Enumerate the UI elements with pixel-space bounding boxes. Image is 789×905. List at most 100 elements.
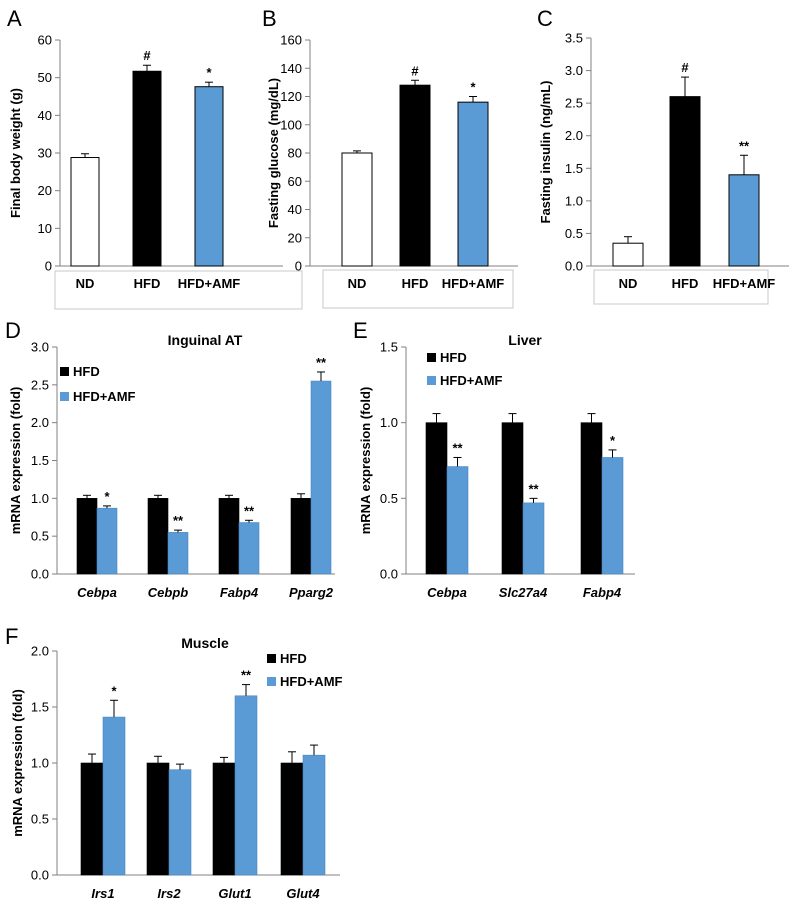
y-tick-label: 1.5 <box>31 700 49 715</box>
category-box <box>54 270 303 310</box>
significance-label: ** <box>241 668 252 683</box>
panel-letter: C <box>537 6 553 31</box>
y-axis-label: mRNA expression (fold) <box>8 387 23 535</box>
bar <box>132 70 162 267</box>
panel-letter: E <box>353 318 368 343</box>
y-tick-label: 1.0 <box>31 756 49 771</box>
panel-a: A 0 10 20 30 40 50 60 Final body weight (g) ND HFD… <box>7 6 303 310</box>
bar <box>146 762 170 876</box>
x-tick-label: Cebpa <box>427 585 467 600</box>
x-tick-label: ND <box>619 276 638 291</box>
panel-e: E Liver 0.0 0.5 1.0 1.5 mRNA expression (fold)… <box>353 318 635 600</box>
significance-label: * <box>111 683 117 698</box>
significance-label: ** <box>173 513 184 528</box>
y-tick-label: 80 <box>288 146 302 161</box>
x-tick-label: ND <box>76 276 95 291</box>
y-tick-label: 1.0 <box>380 415 398 430</box>
y-tick-label: 1.5 <box>565 161 583 176</box>
y-tick-label: 0.5 <box>380 491 398 506</box>
y-tick-label: 100 <box>280 117 302 132</box>
y-axis-label: Fasting glucose (mg/dL) <box>266 78 281 228</box>
y-tick-label: 3.0 <box>565 63 583 78</box>
bar <box>280 762 304 876</box>
significance-label: ** <box>739 138 750 153</box>
y-tick-label: 2.0 <box>565 128 583 143</box>
category-box <box>593 269 769 305</box>
panel-d: D Inguinal AT 0.0 0.5 1.0 1.5 2.0 2.5 3.0 mRNA ex… <box>5 318 335 600</box>
x-tick-label: Glut4 <box>286 886 320 901</box>
x-tick-label: Pparg2 <box>289 585 334 600</box>
significance-label: ** <box>244 503 255 518</box>
panel-f: F Muscle 0.0 0.5 1.0 1.5 2.0 mRNA expression (f… <box>5 624 343 901</box>
y-tick-label: 0 <box>295 259 302 274</box>
bar <box>425 422 448 575</box>
y-tick-label: 3.5 <box>565 31 583 46</box>
y-tick-label: 1.5 <box>380 340 398 355</box>
significance-label: * <box>104 489 110 504</box>
x-tick-label: Glut1 <box>218 886 251 901</box>
x-tick-label: Cebpa <box>77 585 117 600</box>
x-tick-label: HFD+AMF <box>178 276 241 291</box>
bar <box>446 466 469 575</box>
y-tick-label: 2.0 <box>31 415 49 430</box>
y-tick-label: 1.0 <box>31 491 49 506</box>
y-tick-label: 0.0 <box>31 868 49 883</box>
y-tick-label: 0 <box>45 259 52 274</box>
legend-label: HFD <box>440 350 467 365</box>
y-tick-label: 40 <box>38 108 52 123</box>
legend-label: HFD+AMF <box>440 373 503 388</box>
legend-swatch <box>427 376 436 385</box>
y-tick-label: 60 <box>38 33 52 48</box>
x-tick-label: Slc27a4 <box>499 585 548 600</box>
panel-letter: D <box>5 318 21 343</box>
x-tick-label: ND <box>348 276 367 291</box>
significance-label: * <box>470 80 476 95</box>
panel-letter: A <box>7 6 22 31</box>
y-tick-label: 0.0 <box>565 259 583 274</box>
legend-label: HFD+AMF <box>280 674 343 689</box>
bar <box>102 716 126 876</box>
bar <box>194 86 224 267</box>
y-tick-label: 0.5 <box>565 226 583 241</box>
y-tick-label: 2.5 <box>565 96 583 111</box>
y-tick-label: 20 <box>38 183 52 198</box>
bar <box>341 152 373 267</box>
bar <box>522 502 545 575</box>
bar <box>580 422 603 575</box>
panel-c: C 0.0 0.5 1.0 1.5 2.0 2.5 3.0 3.5 Fasting insulin… <box>537 6 789 305</box>
y-tick-label: 0.5 <box>31 529 49 544</box>
bar <box>76 498 98 575</box>
y-axis-label: Final body weight (g) <box>8 88 23 218</box>
x-tick-label: HFD+AMF <box>442 276 505 291</box>
y-tick-label: 0.5 <box>31 812 49 827</box>
x-tick-label: HFD <box>672 276 699 291</box>
chart-title: Muscle <box>181 635 229 651</box>
y-tick-label: 40 <box>288 202 302 217</box>
x-tick-label: HFD+AMF <box>713 276 776 291</box>
y-tick-label: 10 <box>38 221 52 236</box>
y-axis-label: Fasting insulin (ng/mL) <box>538 81 553 224</box>
y-tick-label: 2.5 <box>31 377 49 392</box>
y-tick-label: 1.0 <box>565 193 583 208</box>
bar <box>457 101 489 267</box>
x-tick-label: HFD <box>134 276 161 291</box>
significance-label: * <box>610 433 616 448</box>
bar <box>310 380 332 575</box>
legend-swatch <box>60 392 69 401</box>
bar <box>234 695 258 876</box>
x-tick-label: Irs2 <box>157 886 181 901</box>
y-tick-label: 0.0 <box>380 567 398 582</box>
bar <box>96 507 118 575</box>
y-axis-label: mRNA expression (fold) <box>358 387 373 535</box>
y-tick-label: 2.0 <box>31 644 49 659</box>
significance-label: * <box>206 65 212 80</box>
x-tick-label: Fabp4 <box>583 585 622 600</box>
panel-letter: B <box>262 6 277 31</box>
bar <box>147 498 169 575</box>
legend-swatch <box>267 654 276 663</box>
legend-label: HFD <box>73 364 100 379</box>
y-tick-label: 3.0 <box>31 340 49 355</box>
significance-label: # <box>411 63 419 78</box>
x-tick-label: Irs1 <box>91 886 114 901</box>
bar <box>612 242 644 267</box>
